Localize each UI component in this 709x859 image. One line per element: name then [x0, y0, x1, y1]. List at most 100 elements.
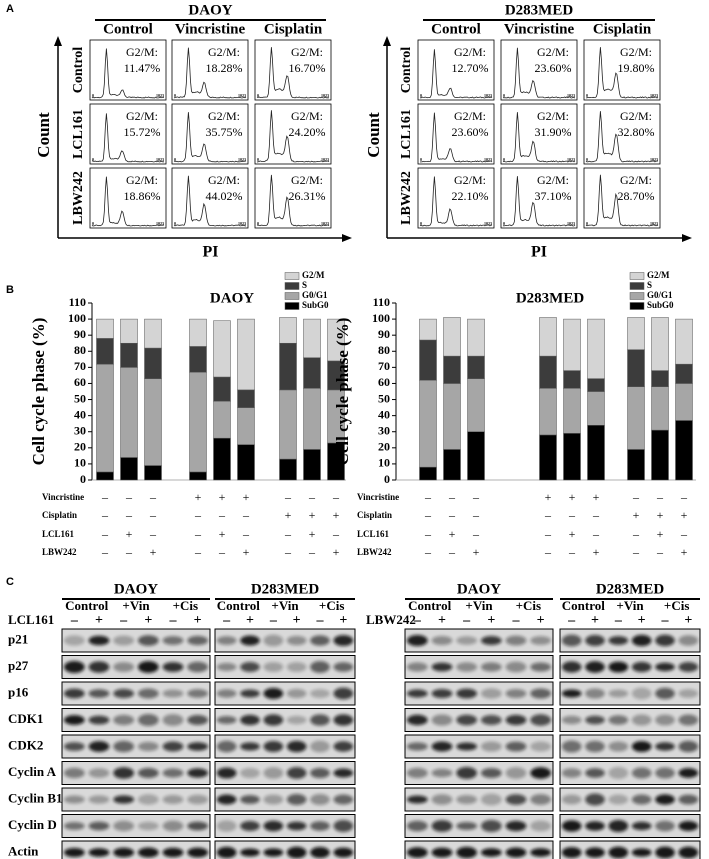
histogram-trace	[419, 176, 493, 227]
treatment-mark: –	[424, 490, 432, 504]
y-tick-label: 0	[80, 472, 86, 486]
legend-label: SubG0	[647, 300, 674, 310]
treatment-label: LCL161	[357, 529, 390, 539]
treatment-mark: +	[219, 490, 226, 504]
blot-band	[655, 687, 675, 700]
treatment-label: LCL161	[8, 612, 54, 627]
blot-band	[187, 689, 209, 698]
x-tick-label: 0	[174, 221, 176, 226]
blot-band	[263, 634, 284, 647]
blot-background	[61, 840, 211, 859]
treatment-mark: –	[544, 508, 552, 522]
g2m-value: 19.80%	[618, 61, 655, 75]
bar-segment	[279, 317, 297, 344]
blot-band	[137, 714, 159, 726]
y-tick-label: 70	[74, 359, 86, 373]
blot-band	[431, 847, 453, 858]
blot-background	[559, 761, 701, 785]
blot-column-header: Control	[65, 598, 108, 613]
histogram-frame	[89, 39, 167, 101]
g2m-value: 15.72%	[124, 125, 161, 139]
lane-sign: –	[462, 613, 471, 628]
blot-band	[63, 821, 85, 831]
blot-band	[286, 715, 307, 725]
lane-sign: –	[222, 613, 231, 628]
y-tick-label: 80	[74, 343, 86, 357]
blot-band	[162, 847, 184, 858]
blot-band	[240, 767, 260, 779]
blot-band	[505, 767, 527, 779]
blot-band	[631, 794, 652, 805]
blot-band	[88, 661, 110, 673]
blot-band	[530, 688, 552, 699]
g2m-label: G2/M:	[291, 45, 323, 59]
treatment-mark: +	[545, 490, 552, 504]
treatment-mark: –	[242, 508, 250, 522]
histogram-frame	[89, 103, 167, 165]
blot-band	[655, 714, 675, 726]
bar-segment	[539, 434, 557, 481]
g2m-label: G2/M:	[291, 109, 323, 123]
blot-band	[678, 740, 699, 753]
lane-sign: +	[144, 613, 152, 628]
blot-band	[456, 794, 478, 805]
treatment-mark: +	[309, 527, 316, 541]
blot-band	[310, 740, 330, 753]
lane-sign: –	[661, 613, 670, 628]
blot-background	[214, 840, 356, 859]
blot-band	[678, 661, 699, 673]
blot-band	[88, 768, 110, 778]
g2m-value: 28.70%	[618, 189, 655, 203]
blot-band	[406, 634, 428, 647]
protein-label: CDK2	[8, 737, 43, 752]
blot-band	[333, 662, 354, 672]
blot-background	[214, 628, 356, 653]
blot-group-title: DAOY	[457, 581, 501, 597]
x-tick-label: 0	[503, 221, 505, 226]
y-tick-label: 110	[373, 295, 390, 309]
treatment-mark: +	[243, 490, 250, 504]
bar-segment	[189, 346, 207, 373]
x-tick-label: 1023	[484, 157, 492, 162]
blot-band	[310, 714, 330, 726]
blot-band	[530, 636, 552, 645]
blot-band	[431, 635, 453, 646]
x-tick-label: 0	[257, 157, 259, 162]
blot-band	[585, 821, 605, 831]
lane-sign: –	[269, 613, 278, 628]
treatment-mark: –	[308, 490, 316, 504]
bar-segment	[279, 458, 297, 481]
blot-background	[559, 681, 701, 706]
lane-sign: –	[70, 613, 79, 628]
lane-sign: +	[246, 613, 254, 628]
blot-band	[162, 689, 184, 698]
treatment-mark: –	[284, 545, 292, 559]
x-tick-label: 1023	[567, 157, 575, 162]
g2m-label: G2/M:	[620, 173, 652, 187]
blot-band	[162, 820, 184, 832]
blot-band	[431, 820, 453, 832]
g2m-label: G2/M:	[291, 173, 323, 187]
legend-swatch	[284, 272, 300, 280]
blot-band	[406, 662, 428, 672]
blot-background	[404, 655, 554, 679]
bar-segment	[587, 318, 605, 379]
treatment-mark: –	[194, 545, 202, 559]
blot-band	[608, 661, 629, 673]
blot-band	[310, 847, 330, 858]
blot-band	[631, 767, 652, 779]
g2m-value: 12.70%	[452, 61, 489, 75]
blot-band	[216, 689, 237, 698]
blot-band	[456, 662, 478, 672]
x-tick-label: 0	[92, 221, 94, 226]
treatment-label: Cisplatin	[42, 510, 77, 520]
blot-band	[216, 636, 237, 645]
bar-segment	[539, 388, 557, 436]
bar-segment	[651, 370, 669, 387]
x-axis-label: PI	[203, 244, 219, 261]
bar-segment	[96, 338, 114, 365]
histogram-frame	[171, 167, 249, 229]
g2m-value: 23.60%	[452, 125, 489, 139]
protein-label: Actin	[8, 843, 39, 858]
blot-band	[431, 662, 453, 672]
